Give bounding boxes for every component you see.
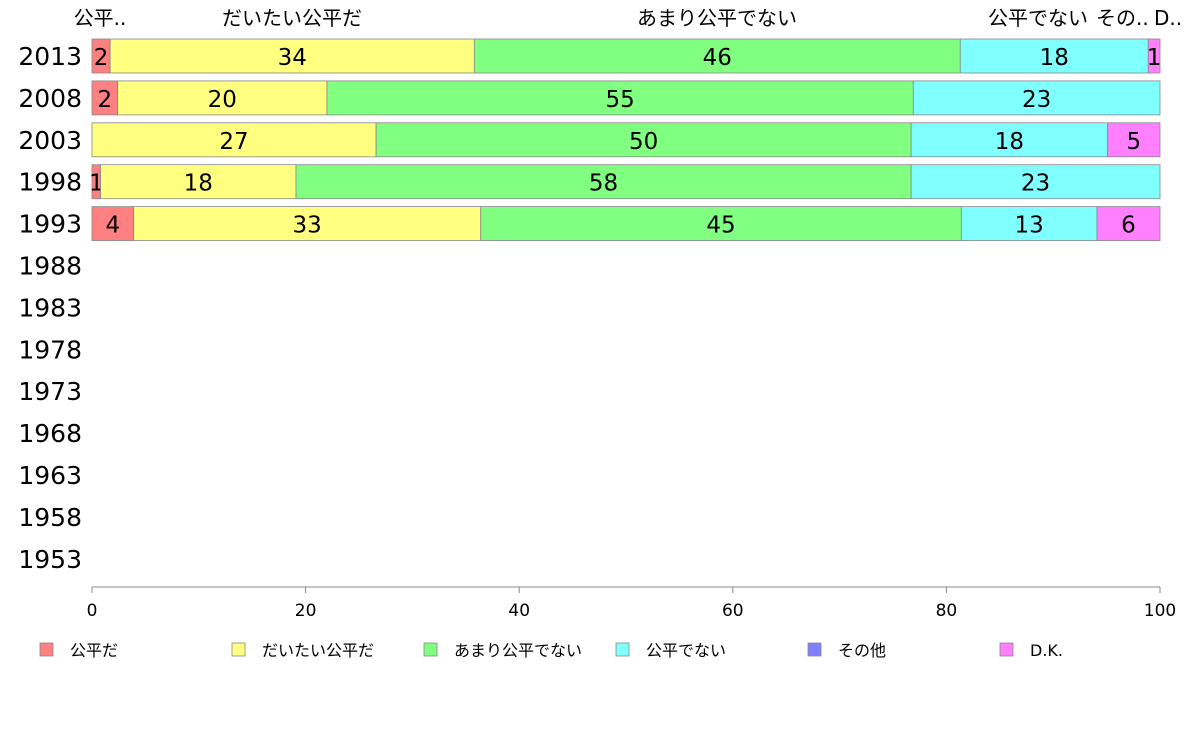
y-tick-label: 1973 [18, 377, 82, 406]
top-series-label: その.. [1096, 6, 1149, 30]
legend-swatch [999, 642, 1014, 657]
data-label: 4 [106, 213, 121, 239]
x-tick-label: 0 [87, 601, 98, 621]
x-tick-label: 60 [722, 601, 744, 621]
y-tick-label: 2003 [18, 126, 82, 155]
bar-segment [109, 38, 475, 74]
bar-segment [91, 80, 119, 116]
legend-label: その他 [838, 641, 886, 660]
data-label: 1 [89, 171, 104, 197]
bar-segment [91, 206, 135, 242]
data-label: 5 [1127, 129, 1142, 155]
top-series-label: あまり公平でない [637, 6, 797, 30]
bar-segment [1147, 38, 1161, 74]
data-label: 50 [629, 129, 658, 155]
legend-label: 公平だ [70, 641, 118, 660]
data-label: 20 [208, 87, 237, 113]
legend-swatch [231, 642, 246, 657]
legend-swatch [39, 642, 54, 657]
x-tick-label: 20 [295, 601, 317, 621]
y-tick-label: 2013 [18, 42, 82, 71]
y-tick-label: 2008 [18, 84, 82, 113]
y-tick-label: 1958 [18, 503, 82, 532]
data-label: 6 [1121, 213, 1136, 239]
bar-segment [910, 164, 1161, 200]
bar-segment [912, 80, 1161, 116]
data-label: 23 [1021, 171, 1050, 197]
y-tick-label: 1968 [18, 419, 82, 448]
bar-segment [960, 206, 1098, 242]
bar-segment [295, 164, 912, 200]
data-label: 46 [703, 45, 732, 71]
legend-label: だいたい公平だ [262, 641, 374, 660]
legend-swatch [423, 642, 438, 657]
x-tick-label: 80 [936, 601, 958, 621]
top-series-label: 公平.. [74, 6, 127, 30]
data-label: 2 [97, 87, 112, 113]
y-tick-label: 1953 [18, 545, 82, 574]
data-label: 1 [1147, 45, 1162, 71]
bar-segment [375, 122, 912, 158]
y-tick-label: 1993 [18, 210, 82, 239]
data-label: 18 [995, 129, 1024, 155]
bar-segment [326, 80, 914, 116]
legend-swatch [807, 642, 822, 657]
legend-label: 公平でない [646, 641, 726, 660]
top-series-label: D.. [1154, 6, 1182, 30]
y-tick-label: 1988 [18, 252, 82, 281]
legend-label: D.K. [1030, 641, 1063, 660]
data-label: 13 [1015, 213, 1044, 239]
top-series-label: 公平でない [988, 6, 1088, 30]
x-tick-label: 40 [508, 601, 530, 621]
bar-segment [480, 206, 962, 242]
bar-segment [1096, 206, 1161, 242]
legend-label: あまり公平でない [454, 641, 582, 660]
data-label: 2 [94, 45, 109, 71]
bar-segment [959, 38, 1149, 74]
data-label: 33 [293, 213, 322, 239]
y-tick-label: 1963 [18, 461, 82, 490]
data-label: 18 [1040, 45, 1069, 71]
bar-segment [473, 38, 961, 74]
bar-segment [1107, 122, 1161, 158]
y-tick-label: 1978 [18, 335, 82, 364]
data-label: 45 [706, 213, 735, 239]
bar-segment [133, 206, 482, 242]
data-label: 34 [278, 45, 307, 71]
y-tick-label: 1983 [18, 293, 82, 322]
bar-segment [117, 80, 328, 116]
legend-swatch [615, 642, 630, 657]
x-tick-label: 100 [1144, 601, 1176, 621]
data-label: 23 [1022, 87, 1051, 113]
y-tick-label: 1998 [18, 168, 82, 197]
data-label: 27 [219, 129, 248, 155]
bar-segment [910, 122, 1109, 158]
bar-segment [91, 122, 377, 158]
bar-segment [100, 164, 297, 200]
data-label: 58 [589, 171, 618, 197]
data-label: 55 [605, 87, 634, 113]
data-label: 18 [184, 171, 213, 197]
top-series-label: だいたい公平だ [222, 6, 362, 30]
